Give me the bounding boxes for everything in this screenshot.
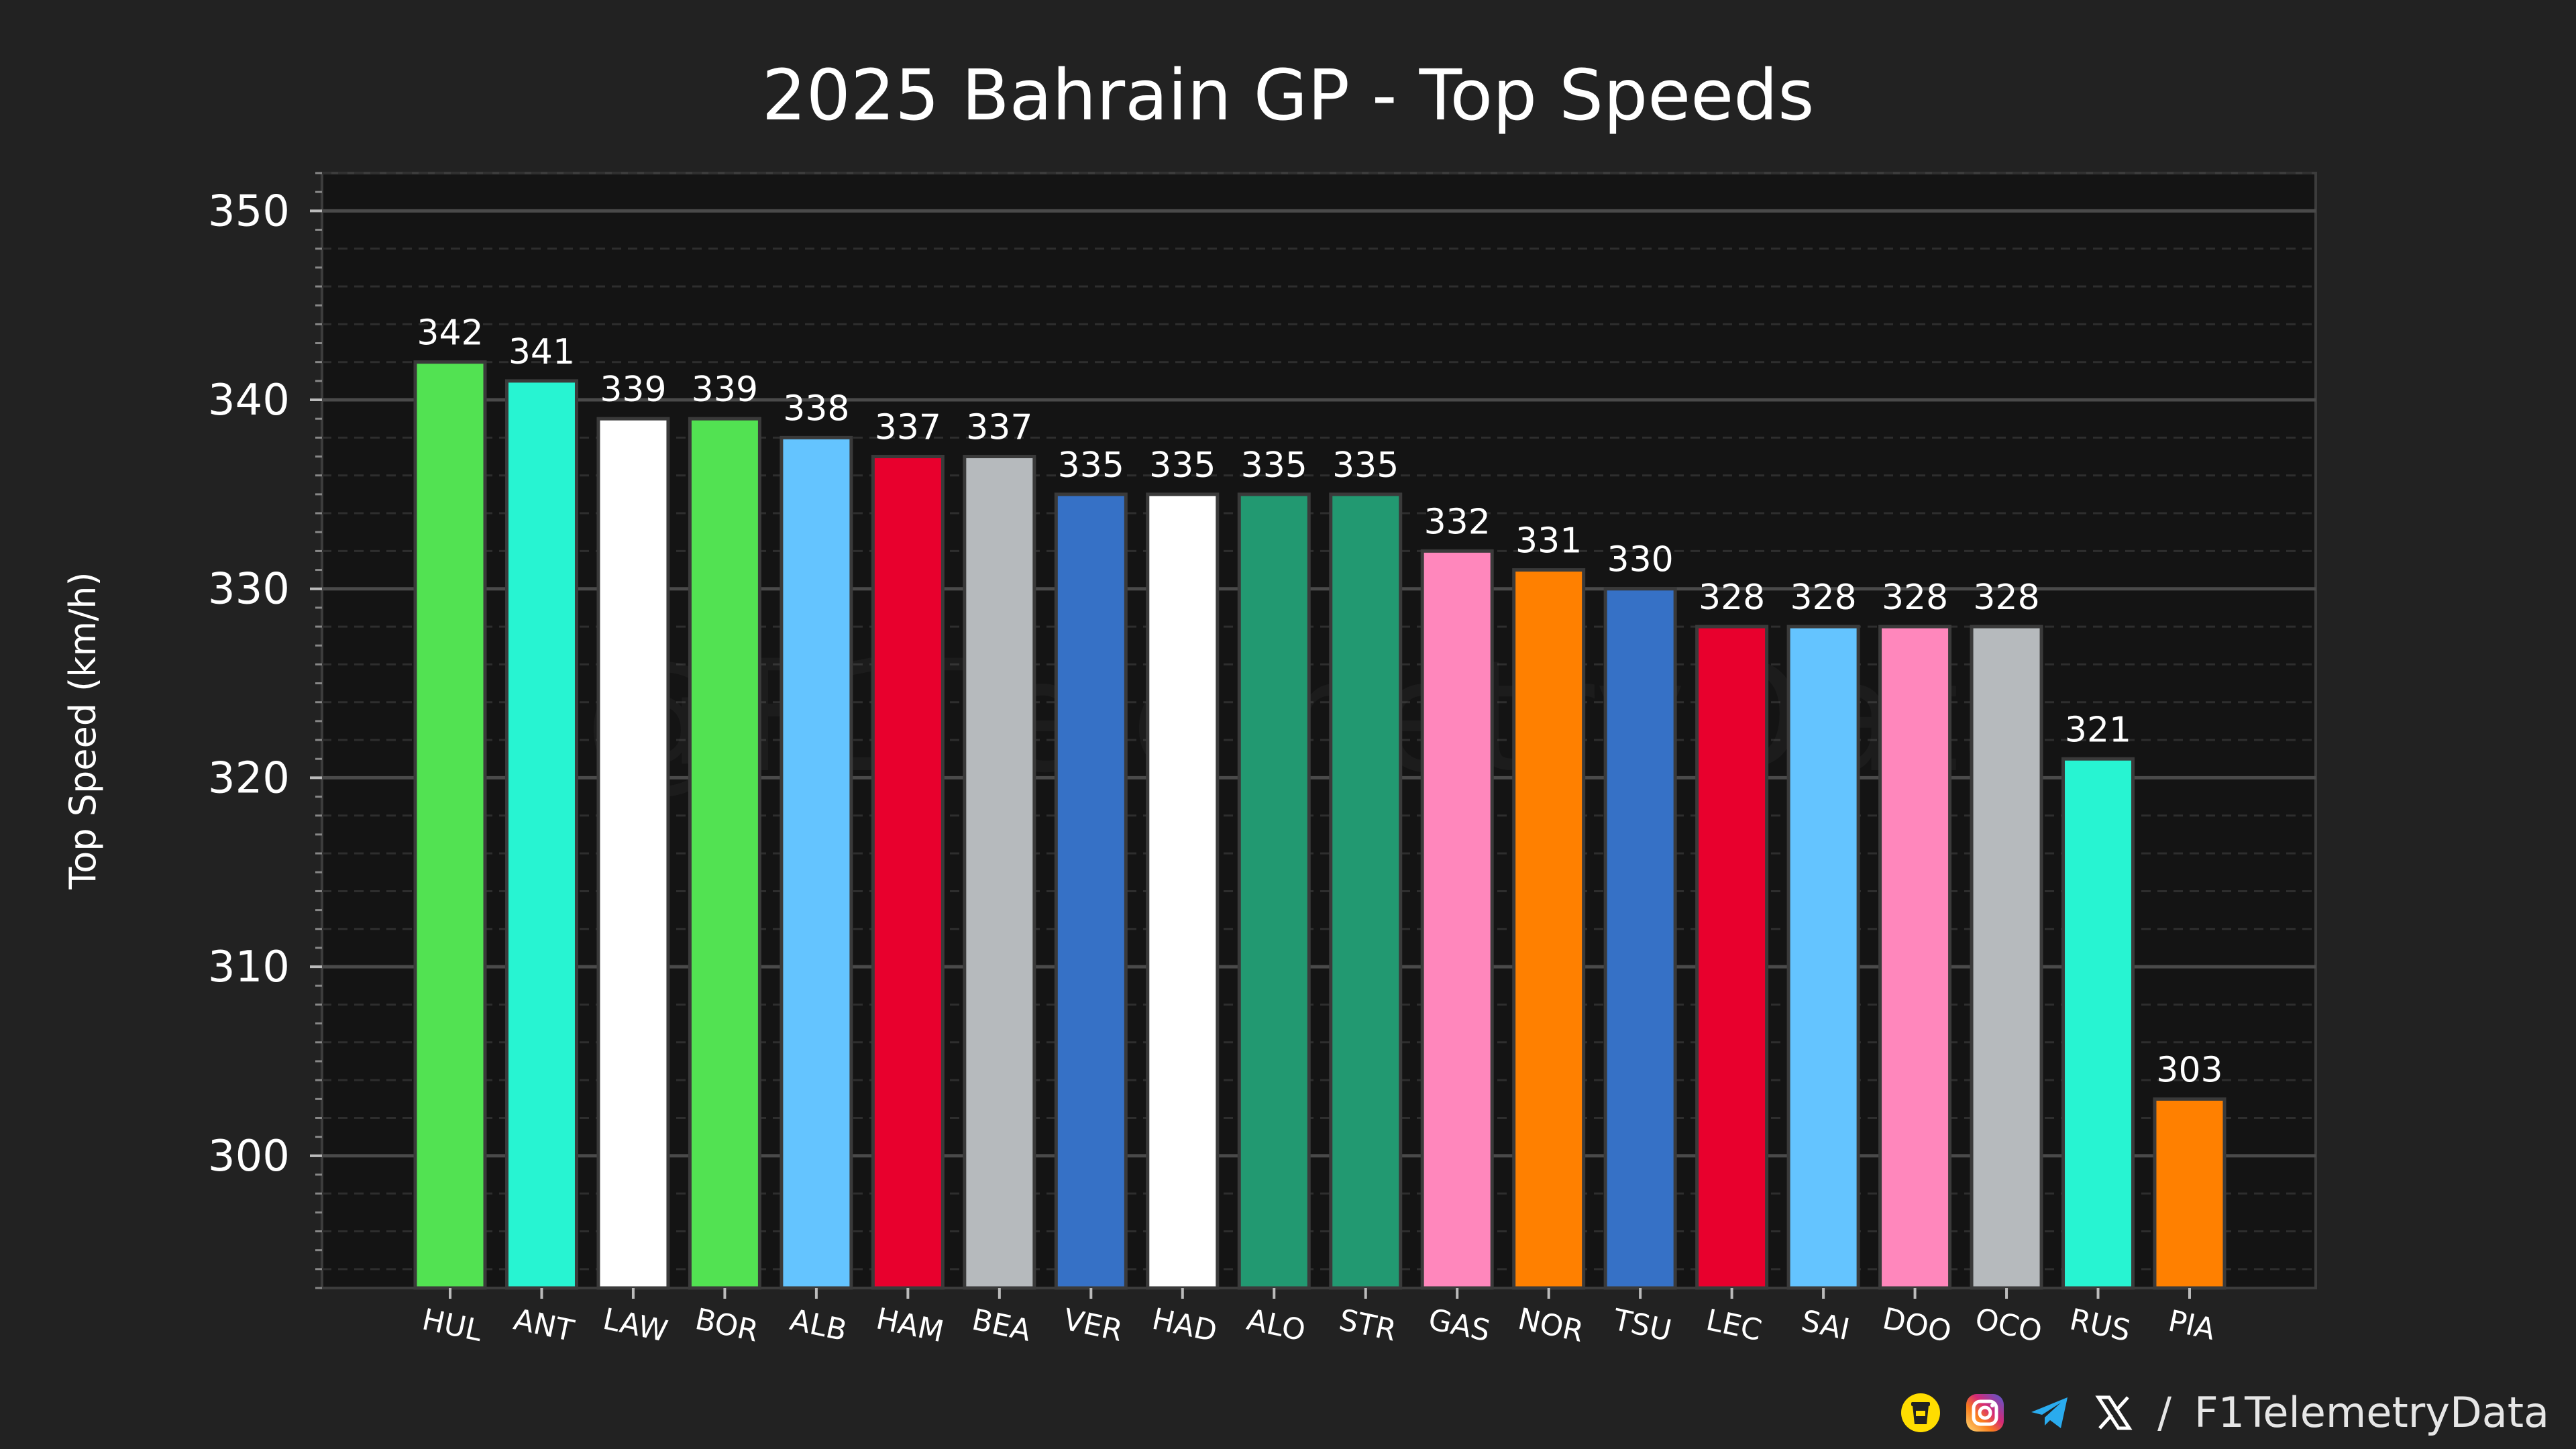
footer: / F1TelemetryData <box>1900 1388 2549 1437</box>
bar-oco <box>1970 625 2043 1290</box>
value-label-gas: 332 <box>1424 502 1491 542</box>
x-tick-label-oco: OCO <box>1972 1301 2045 1349</box>
x-tick-label-alo: ALO <box>1244 1303 1308 1348</box>
instagram-icon[interactable] <box>1964 1392 2006 1434</box>
bar-law <box>596 417 670 1290</box>
footer-separator: / <box>2157 1388 2171 1437</box>
x-tick-label-pia: PIA <box>2165 1304 2218 1347</box>
value-label-tsu: 330 <box>1607 540 1674 580</box>
value-labels: 342 341 339 339 338 337 337 335 335 335 335 332 331 3… <box>417 313 2222 1091</box>
value-label-ant: 341 <box>508 332 575 372</box>
x-tick-label-sai: SAI <box>1799 1303 1853 1347</box>
x-axis-ticks: HUL ANT LAW BOR ALB HAM BEA VER HAD ALO STR GAS NOR T… <box>419 1288 2218 1349</box>
bar-pia <box>2153 1097 2226 1290</box>
bar-rus <box>2061 757 2135 1290</box>
x-tick-label-lec: LEC <box>1703 1303 1765 1348</box>
x-tick-label-alb: ALB <box>787 1303 850 1348</box>
bar-lec <box>1695 625 1769 1290</box>
y-axis-label: Top Speed (km/h) <box>62 572 104 890</box>
y-tick-label: 320 <box>208 753 290 803</box>
footer-handle[interactable]: F1TelemetryData <box>2194 1388 2549 1437</box>
value-label-lec: 328 <box>1699 578 1765 618</box>
bar-ant <box>504 379 578 1290</box>
value-label-sai: 328 <box>1790 578 1856 618</box>
chart-title: 2025 Bahrain GP - Top Speeds <box>762 54 1815 136</box>
x-tick-label-bea: BEA <box>969 1303 1034 1348</box>
bar-bea <box>963 455 1036 1290</box>
bar-sai <box>1786 625 1860 1290</box>
value-label-nor: 331 <box>1515 521 1582 561</box>
x-tick-label-gas: GAS <box>1426 1302 1493 1348</box>
x-tick-label-hul: HUL <box>419 1303 486 1349</box>
value-label-rus: 321 <box>2065 710 2131 750</box>
y-tick-label: 300 <box>208 1132 290 1181</box>
x-tick-label-tsu: TSU <box>1609 1303 1674 1348</box>
value-label-alo: 335 <box>1241 445 1307 486</box>
x-tick-label-ham: HAM <box>873 1301 947 1349</box>
value-label-bor: 339 <box>692 370 758 410</box>
x-tick-label-rus: RUS <box>2067 1302 2133 1348</box>
value-label-doo: 328 <box>1882 578 1948 618</box>
bar-doo <box>1878 625 1952 1290</box>
x-icon[interactable] <box>2093 1392 2135 1434</box>
value-label-pia: 303 <box>2156 1050 2222 1090</box>
bar-ham <box>871 455 945 1290</box>
bar-hul <box>413 360 487 1290</box>
value-label-ver: 335 <box>1058 445 1124 486</box>
bar-alo <box>1237 492 1311 1290</box>
value-label-bea: 337 <box>966 408 1032 448</box>
value-label-ham: 337 <box>875 408 941 448</box>
x-tick-label-nor: NOR <box>1515 1302 1587 1349</box>
bar-ver <box>1054 492 1128 1290</box>
bar-str <box>1329 492 1403 1290</box>
value-label-oco: 328 <box>1973 578 2039 618</box>
y-tick-label: 340 <box>208 376 290 425</box>
coffee-cup-icon[interactable] <box>1900 1392 1941 1434</box>
y-tick-label: 310 <box>208 943 290 992</box>
value-label-had: 335 <box>1149 445 1216 486</box>
x-tick-label-law: LAW <box>600 1302 670 1349</box>
bar-had <box>1146 492 1220 1290</box>
x-tick-label-str: STR <box>1336 1303 1399 1348</box>
bar-nor <box>1512 568 1586 1290</box>
bar-gas <box>1420 549 1494 1290</box>
telegram-icon[interactable] <box>2029 1392 2070 1434</box>
y-tick-label: 330 <box>208 565 290 614</box>
value-label-hul: 342 <box>417 313 483 354</box>
x-tick-label-ver: VER <box>1061 1303 1126 1348</box>
value-label-alb: 338 <box>783 388 849 429</box>
y-tick-label: 350 <box>208 186 290 236</box>
value-label-law: 339 <box>600 370 666 410</box>
x-tick-label-bor: BOR <box>692 1302 761 1349</box>
bar-tsu <box>1603 587 1677 1290</box>
bar-bor <box>688 417 761 1290</box>
x-tick-label-ant: ANT <box>511 1303 577 1349</box>
y-axis-ticks: 300 310 320 330 340 350 <box>208 172 322 1289</box>
x-tick-label-had: HAD <box>1149 1302 1220 1349</box>
bars <box>413 360 2226 1290</box>
value-label-str: 335 <box>1332 445 1399 486</box>
bar-alb <box>780 435 853 1290</box>
x-tick-label-doo: DOO <box>1880 1301 1955 1349</box>
